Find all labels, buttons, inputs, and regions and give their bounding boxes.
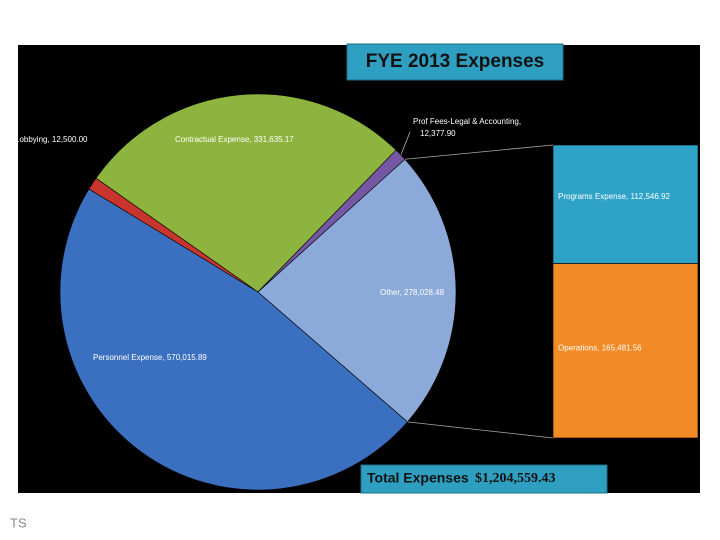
- data-label: Personnel Expense, 570,015.89: [93, 353, 207, 362]
- pie-slice: [257, 158, 457, 423]
- data-label: Lobbying, 12,500.00: [15, 135, 88, 144]
- data-label: Contractual Expense, 331,635.17: [175, 135, 294, 144]
- footer: TS: [10, 515, 27, 530]
- chart-title: FYE 2013 Expenses: [366, 51, 545, 72]
- total-value: $1,204,559.43: [475, 471, 556, 486]
- connector-line: [407, 421, 554, 439]
- pie-slice: [95, 93, 397, 293]
- total-label: Total Expenses: [367, 470, 469, 486]
- leader-line: [399, 131, 411, 158]
- title-box: [346, 43, 564, 81]
- pie-slice: [59, 188, 408, 491]
- data-label: Prof Fees-Legal & Accounting,: [413, 117, 521, 126]
- data-label: Programs Expense, 112,546.92: [558, 192, 670, 201]
- connector-line: [404, 144, 554, 160]
- bar-segment: [552, 144, 699, 264]
- data-label: 12,377.90: [420, 129, 456, 138]
- data-label: Operations, 165,481.56: [558, 344, 642, 353]
- data-label: Other, 278,028.48: [380, 288, 445, 297]
- total-box: [360, 464, 608, 494]
- bar-segment: [552, 263, 699, 439]
